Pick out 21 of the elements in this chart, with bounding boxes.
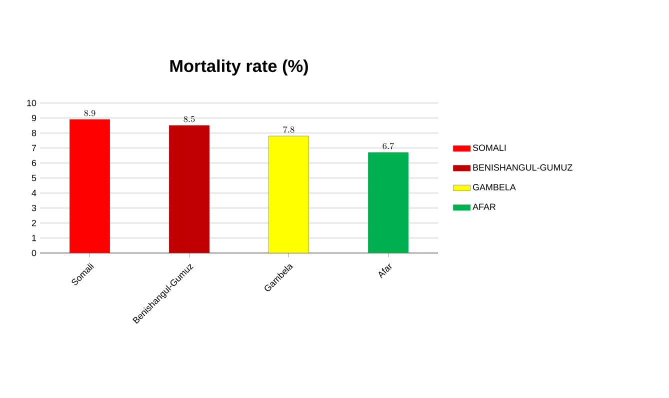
y-tick-label: 10 [27, 100, 36, 106]
y-tick-label: 5 [32, 174, 36, 182]
x-tick-label: Afar [378, 264, 392, 278]
y-tick-label: 2 [32, 220, 36, 226]
y-tick-label: 8 [32, 130, 36, 136]
y-tick-label: 7 [32, 144, 36, 152]
y-tick-label: 0 [32, 250, 36, 256]
y-tick-label: 4 [32, 190, 36, 196]
y-tick-label: 9 [32, 114, 36, 122]
data-label: 8.9 [84, 110, 96, 116]
legend-label: SOMALI [472, 144, 506, 151]
y-tick-label: 3 [32, 204, 36, 212]
legend-label: BENISHANGUL-GUMUZ [473, 164, 572, 171]
y-tick-label: 1 [32, 234, 36, 242]
data-label: 8.5 [184, 116, 195, 122]
legend-label: AFAR [472, 204, 496, 210]
legend-label: GAMBELA [472, 184, 516, 190]
data-label: 6.7 [382, 142, 394, 150]
chart-title: Mortality rate (%) [170, 59, 308, 76]
data-label: 7.8 [283, 126, 294, 133]
y-tick-label: 6 [32, 160, 36, 166]
